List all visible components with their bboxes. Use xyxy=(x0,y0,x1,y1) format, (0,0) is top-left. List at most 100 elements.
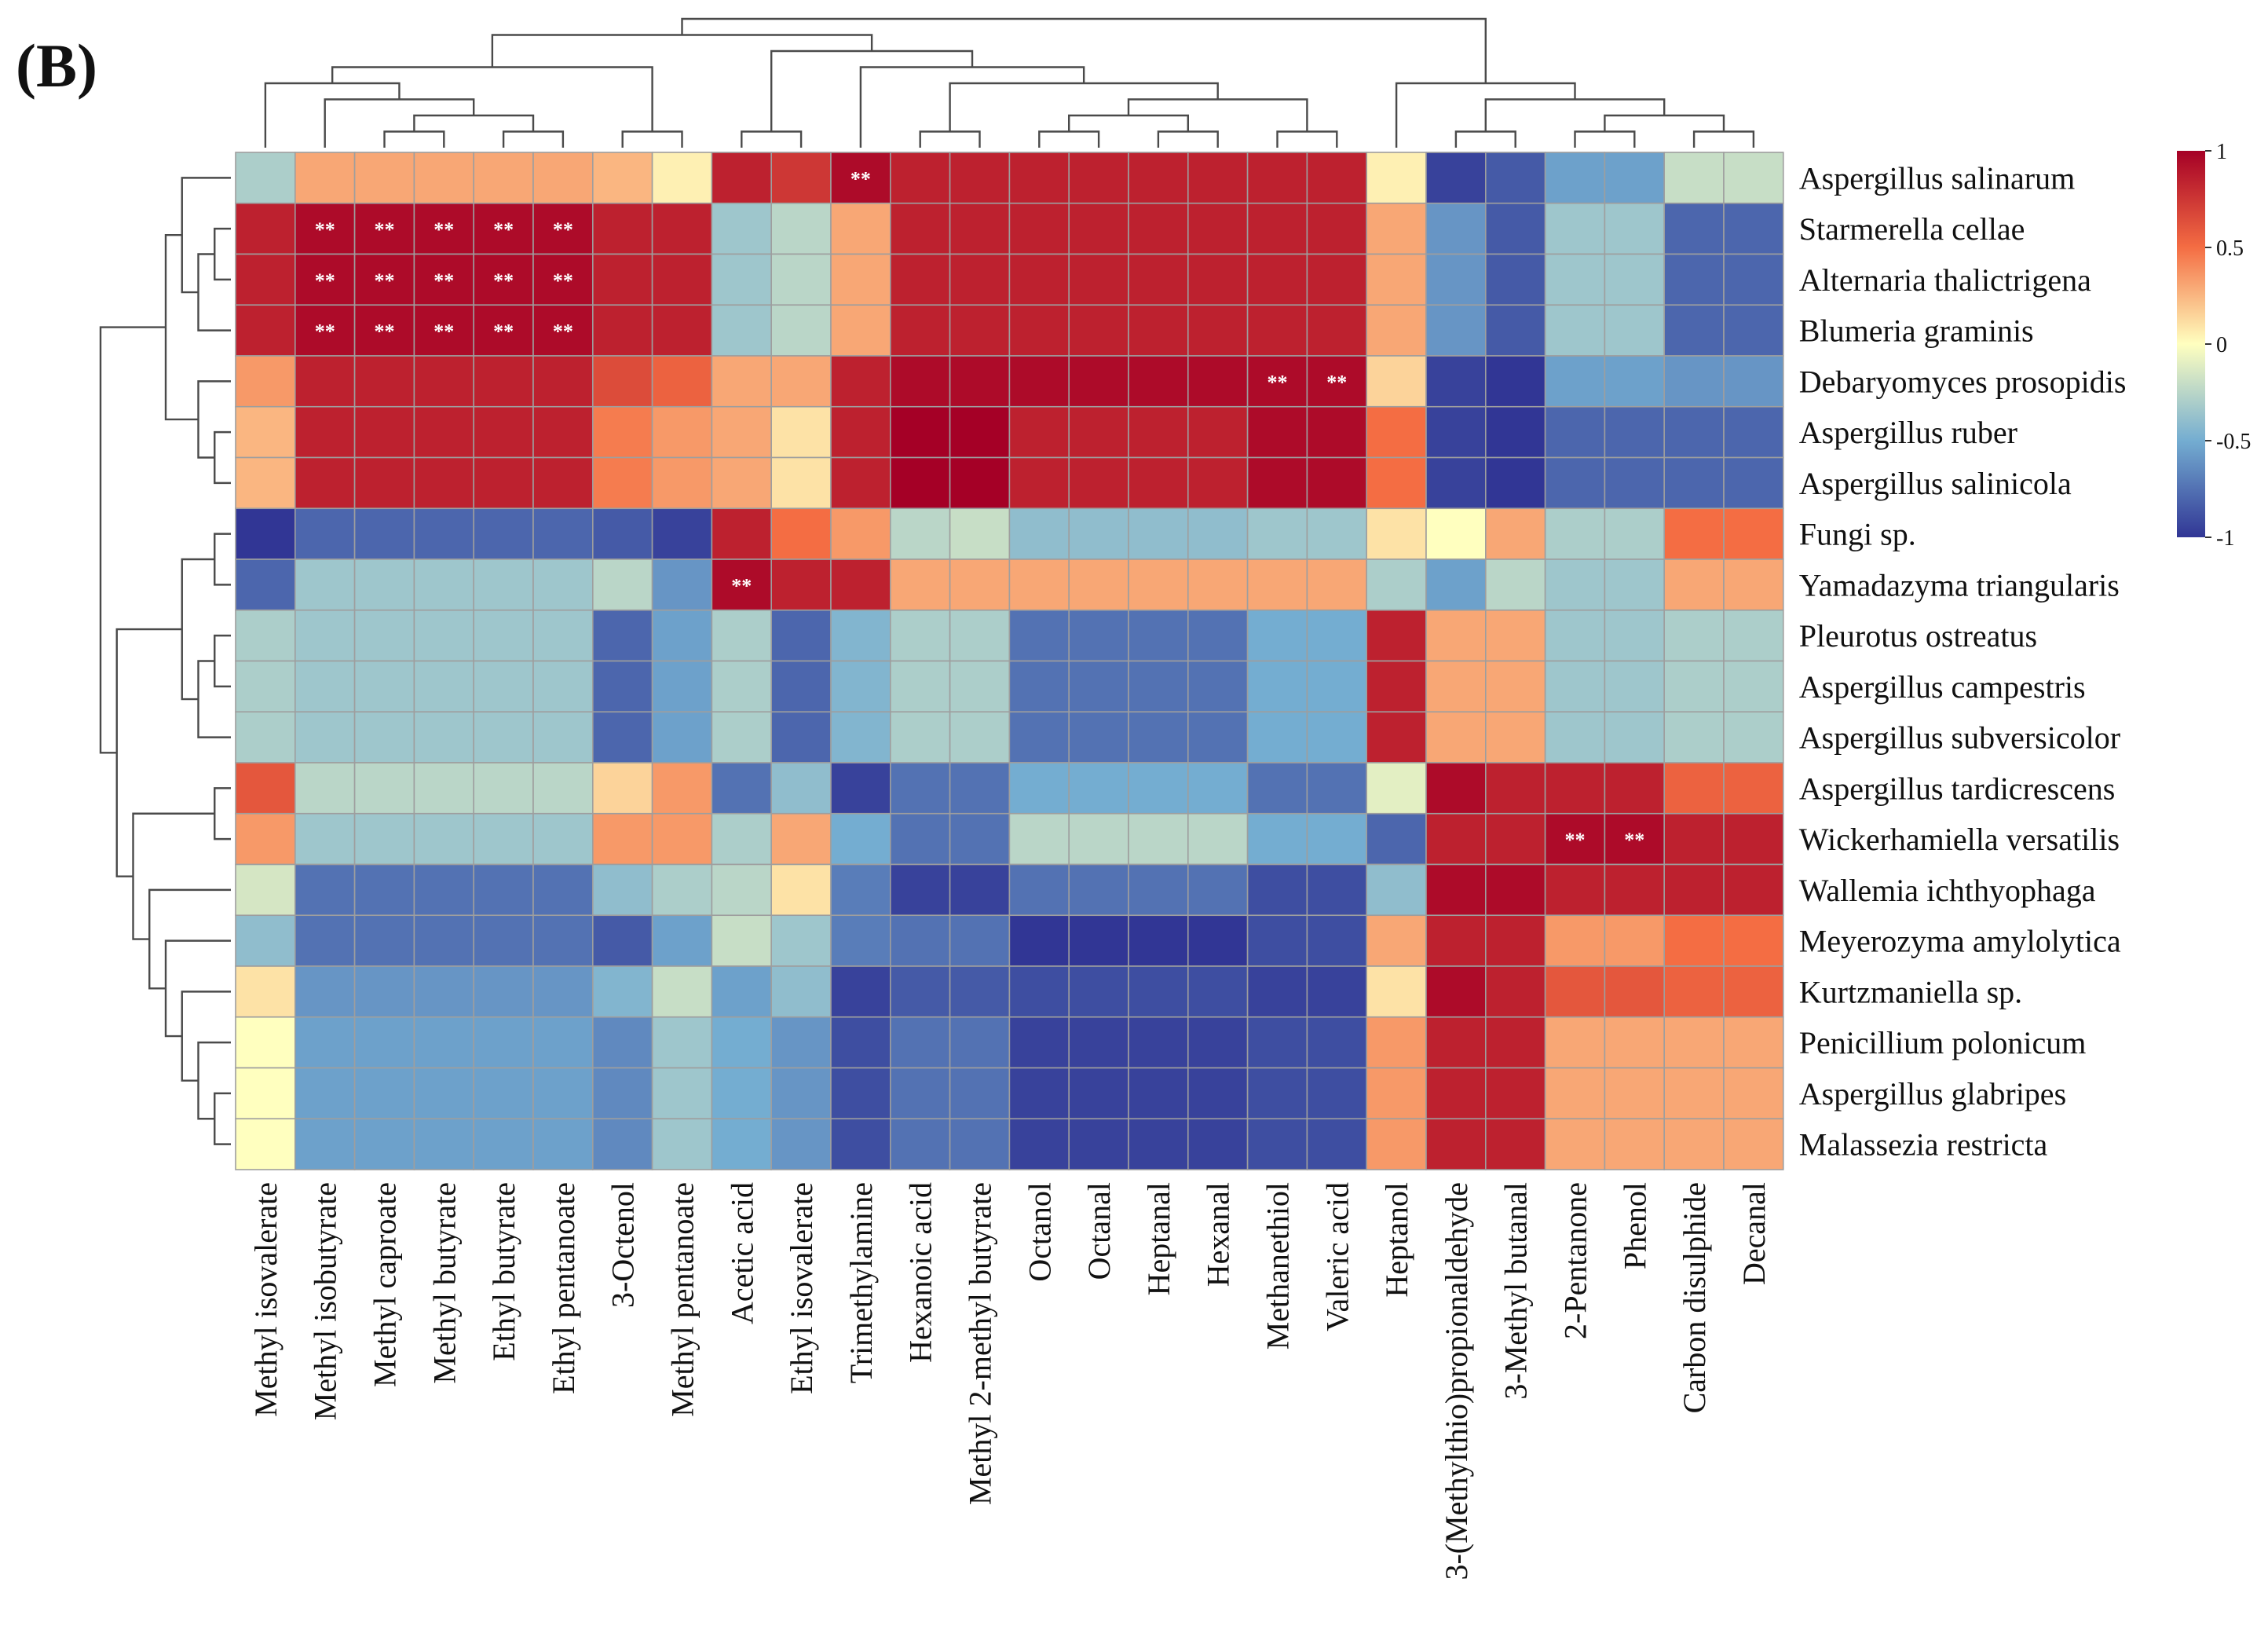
heatmap-cell xyxy=(1187,558,1249,611)
heatmap-cell xyxy=(890,1067,951,1120)
row-label: Malassezia restricta xyxy=(1799,1127,2048,1163)
heatmap-cell xyxy=(591,660,653,713)
heatmap-cell xyxy=(1008,152,1070,204)
heatmap-cell xyxy=(1604,660,1666,713)
heatmap-cell xyxy=(890,812,951,866)
heatmap-cell xyxy=(1246,1118,1308,1170)
heatmap-cell xyxy=(1723,202,1784,255)
heatmap-cell xyxy=(532,304,594,357)
heatmap-cell xyxy=(1544,1016,1606,1069)
heatmap-cell xyxy=(473,762,534,815)
heatmap-cell xyxy=(1128,660,1189,713)
dendrogram-branch xyxy=(413,114,535,132)
heatmap-cell xyxy=(890,711,951,764)
heatmap-cell xyxy=(294,812,356,866)
row-label: Fungi sp. xyxy=(1799,517,1916,552)
heatmap-cell xyxy=(1008,202,1070,255)
heatmap-cell xyxy=(532,405,594,459)
heatmap-cell xyxy=(1425,152,1487,204)
heatmap-cell xyxy=(1008,711,1070,764)
heatmap-cell xyxy=(1723,660,1784,713)
heatmap-cell xyxy=(1246,914,1308,967)
heatmap-cell xyxy=(532,965,594,1018)
column-label: Trimethylamine xyxy=(843,1182,879,1383)
heatmap-cell xyxy=(591,355,653,408)
heatmap-cell xyxy=(1663,1118,1725,1170)
heatmap-cell xyxy=(770,152,832,204)
heatmap-cell xyxy=(1068,558,1129,611)
heatmap-cell xyxy=(830,762,891,815)
heatmap-cell xyxy=(1306,405,1368,459)
heatmap-cell xyxy=(353,405,415,459)
column-label: Decanal xyxy=(1736,1182,1772,1285)
heatmap-cell xyxy=(294,965,356,1018)
heatmap-cell xyxy=(1663,914,1725,967)
heatmap-cell xyxy=(235,812,296,866)
significance-marker: ** xyxy=(1268,371,1288,394)
heatmap-cell xyxy=(294,1118,356,1170)
heatmap-cell xyxy=(949,914,1011,967)
heatmap-cell xyxy=(1485,660,1546,713)
heatmap-cell xyxy=(1544,202,1606,255)
heatmap-cell xyxy=(1663,711,1725,764)
heatmap-cell xyxy=(413,609,475,662)
heatmap-cell xyxy=(1544,762,1606,815)
heatmap-cell xyxy=(1604,558,1666,611)
heatmap-cell xyxy=(1604,202,1666,255)
heatmap-cell xyxy=(413,914,475,967)
heatmap-cell xyxy=(711,965,773,1018)
heatmap-cell xyxy=(949,558,1011,611)
heatmap-cell xyxy=(1485,202,1546,255)
heatmap-cell xyxy=(353,1067,415,1120)
heatmap-cell xyxy=(1663,1067,1725,1120)
heatmap-cell xyxy=(473,1016,534,1069)
dendrogram-branch xyxy=(181,177,231,294)
heatmap-cell xyxy=(294,863,356,917)
heatmap-cell xyxy=(1008,507,1070,560)
heatmap-cell xyxy=(1366,1067,1427,1120)
heatmap-cell xyxy=(235,1016,296,1069)
heatmap-cell xyxy=(532,863,594,917)
heatmap-cell xyxy=(1366,1016,1427,1069)
heatmap-cell xyxy=(1663,405,1725,459)
heatmap-cell xyxy=(1604,1016,1666,1069)
heatmap-cell xyxy=(770,456,832,510)
heatmap-cell xyxy=(1128,914,1189,967)
heatmap-cell xyxy=(235,304,296,357)
heatmap-cell xyxy=(591,202,653,255)
heatmap-cell xyxy=(473,863,534,917)
heatmap-cell xyxy=(1485,812,1546,866)
heatmap-cell xyxy=(1663,304,1725,357)
column-label: Methyl pentanoate xyxy=(665,1182,701,1417)
heatmap-cell xyxy=(1068,152,1129,204)
heatmap-cell xyxy=(890,355,951,408)
heatmap-cell xyxy=(353,507,415,560)
significance-marker: ** xyxy=(1326,371,1347,394)
column-label: 3-Methyl butanal xyxy=(1498,1182,1534,1400)
heatmap-cell xyxy=(1485,914,1546,967)
dendrogram-branch xyxy=(164,939,231,1038)
heatmap-cell xyxy=(651,711,713,764)
heatmap-cell xyxy=(1604,609,1666,662)
heatmap-cell xyxy=(830,863,891,917)
heatmap-cell xyxy=(651,253,713,306)
heatmap-cell xyxy=(770,202,832,255)
heatmap-cell xyxy=(1485,405,1546,459)
row-label: Kurtzmaniella sp. xyxy=(1799,974,2022,1009)
heatmap-cell xyxy=(1366,202,1427,255)
heatmap-cell xyxy=(591,914,653,967)
heatmap-cell xyxy=(1366,965,1427,1018)
heatmap-cell xyxy=(949,355,1011,408)
heatmap-cell xyxy=(591,812,653,866)
heatmap-cell xyxy=(711,812,773,866)
dendrogram-branch xyxy=(741,130,803,148)
heatmap-cell xyxy=(1425,355,1487,408)
heatmap-cell xyxy=(890,152,951,204)
row-label: Blumeria graminis xyxy=(1799,313,2034,349)
heatmap-cell xyxy=(1306,863,1368,917)
significance-marker: ** xyxy=(315,320,335,343)
heatmap-cell xyxy=(1544,711,1606,764)
heatmap-cell xyxy=(711,1016,773,1069)
column-label: Methyl isovalerate xyxy=(248,1182,284,1417)
heatmap-cell xyxy=(591,1118,653,1170)
